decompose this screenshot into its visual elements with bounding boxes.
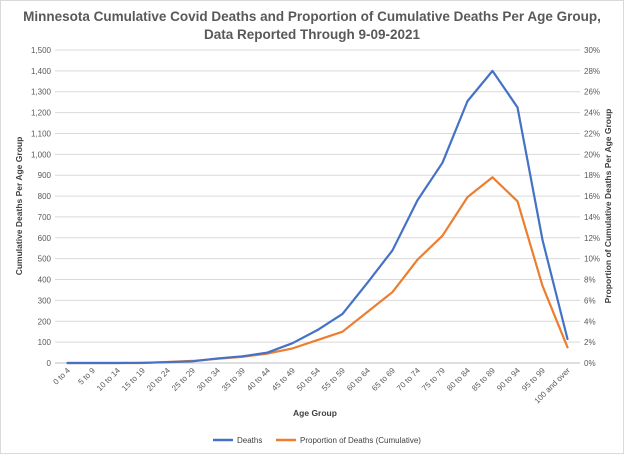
x-tick-label: 0 to 4 <box>51 366 72 387</box>
left-y-tick-label: 800 <box>38 192 52 201</box>
left-y-tick-label: 200 <box>38 317 52 326</box>
right-y-axis-ticks: 0% 2% 4% 6% 8% 10% 12% 14% 16% 18% 20% 22% 24% 26% 28%… <box>584 46 600 368</box>
x-tick-label: 70 to 74 <box>395 366 422 393</box>
x-tick-label: 90 to 94 <box>495 366 522 393</box>
x-tick-label: 15 to 19 <box>120 366 147 393</box>
right-y-tick-label: 22% <box>584 129 600 138</box>
right-y-tick-label: 26% <box>584 88 600 97</box>
left-y-tick-label: 1,400 <box>31 67 52 76</box>
x-tick-label: 20 to 24 <box>145 366 172 393</box>
right-y-tick-label: 16% <box>584 192 600 201</box>
x-tick-label: 50 to 54 <box>295 366 322 393</box>
right-y-tick-label: 2% <box>584 338 596 347</box>
series-line-proportion <box>66 176 569 365</box>
x-tick-label: 30 to 34 <box>195 366 222 393</box>
x-tick-label: 5 to 9 <box>76 366 97 387</box>
legend-label-deaths: Deaths <box>237 436 262 445</box>
right-y-tick-label: 6% <box>584 296 596 305</box>
series-layer <box>66 69 569 365</box>
series-line-deaths <box>66 69 569 365</box>
legend-label-proportion: Proportion of Deaths (Cumulative) <box>300 436 421 445</box>
right-y-tick-label: 24% <box>584 109 600 118</box>
left-y-tick-label: 100 <box>38 338 52 347</box>
x-tick-label: 45 to 49 <box>270 366 297 393</box>
left-y-axis-ticks: 0 100 200 300 400 500 600 700 800 900 1,000 1,100 1,… <box>31 46 52 368</box>
right-y-tick-label: 20% <box>584 150 600 159</box>
right-y-tick-label: 4% <box>584 317 596 326</box>
left-y-tick-label: 1,000 <box>31 150 52 159</box>
legend: Deaths Proportion of Deaths (Cumulative) <box>213 436 421 445</box>
right-y-tick-label: 28% <box>584 67 600 76</box>
left-y-tick-label: 1,200 <box>31 109 52 118</box>
left-y-tick-label: 1,300 <box>31 88 52 97</box>
right-y-tick-label: 14% <box>584 213 600 222</box>
x-tick-label: 10 to 14 <box>95 366 122 393</box>
x-tick-label: 25 to 29 <box>170 366 197 393</box>
left-y-tick-label: 600 <box>38 234 52 243</box>
left-y-tick-label: 0 <box>47 359 52 368</box>
left-y-tick-label: 900 <box>38 171 52 180</box>
right-y-tick-label: 12% <box>584 234 600 243</box>
x-tick-label: 75 to 79 <box>420 366 447 393</box>
right-y-tick-label: 30% <box>584 46 600 55</box>
left-y-tick-label: 400 <box>38 276 52 285</box>
left-y-axis-label: Cumulative Deaths Per Age Group <box>14 137 24 276</box>
x-tick-label: 60 to 64 <box>345 366 372 393</box>
chart-title-line-2: Data Reported Through 9-09-2021 <box>204 27 421 42</box>
right-y-tick-label: 18% <box>584 171 600 180</box>
x-tick-label: 35 to 39 <box>220 366 247 393</box>
left-y-tick-label: 1,500 <box>31 46 52 55</box>
left-y-tick-label: 300 <box>38 296 52 305</box>
x-tick-label: 40 to 44 <box>245 366 272 393</box>
x-tick-label: 85 to 89 <box>470 366 497 393</box>
left-y-tick-label: 500 <box>38 255 52 264</box>
left-y-tick-label: 700 <box>38 213 52 222</box>
x-tick-label: 55 to 59 <box>320 366 347 393</box>
x-tick-label: 80 to 84 <box>445 366 472 393</box>
x-axis-label: Age Group <box>293 408 337 418</box>
chart-title-line-1: Minnesota Cumulative Covid Deaths and Pr… <box>23 9 601 24</box>
left-y-tick-label: 1,100 <box>31 129 52 138</box>
right-y-tick-label: 0% <box>584 359 596 368</box>
x-tick-label: 65 to 69 <box>370 366 397 393</box>
gridlines <box>55 49 580 343</box>
right-y-axis-label: Proportion of Cumulative Deaths Per Age … <box>603 109 613 304</box>
right-y-tick-label: 10% <box>584 255 600 264</box>
right-y-tick-label: 8% <box>584 276 596 285</box>
